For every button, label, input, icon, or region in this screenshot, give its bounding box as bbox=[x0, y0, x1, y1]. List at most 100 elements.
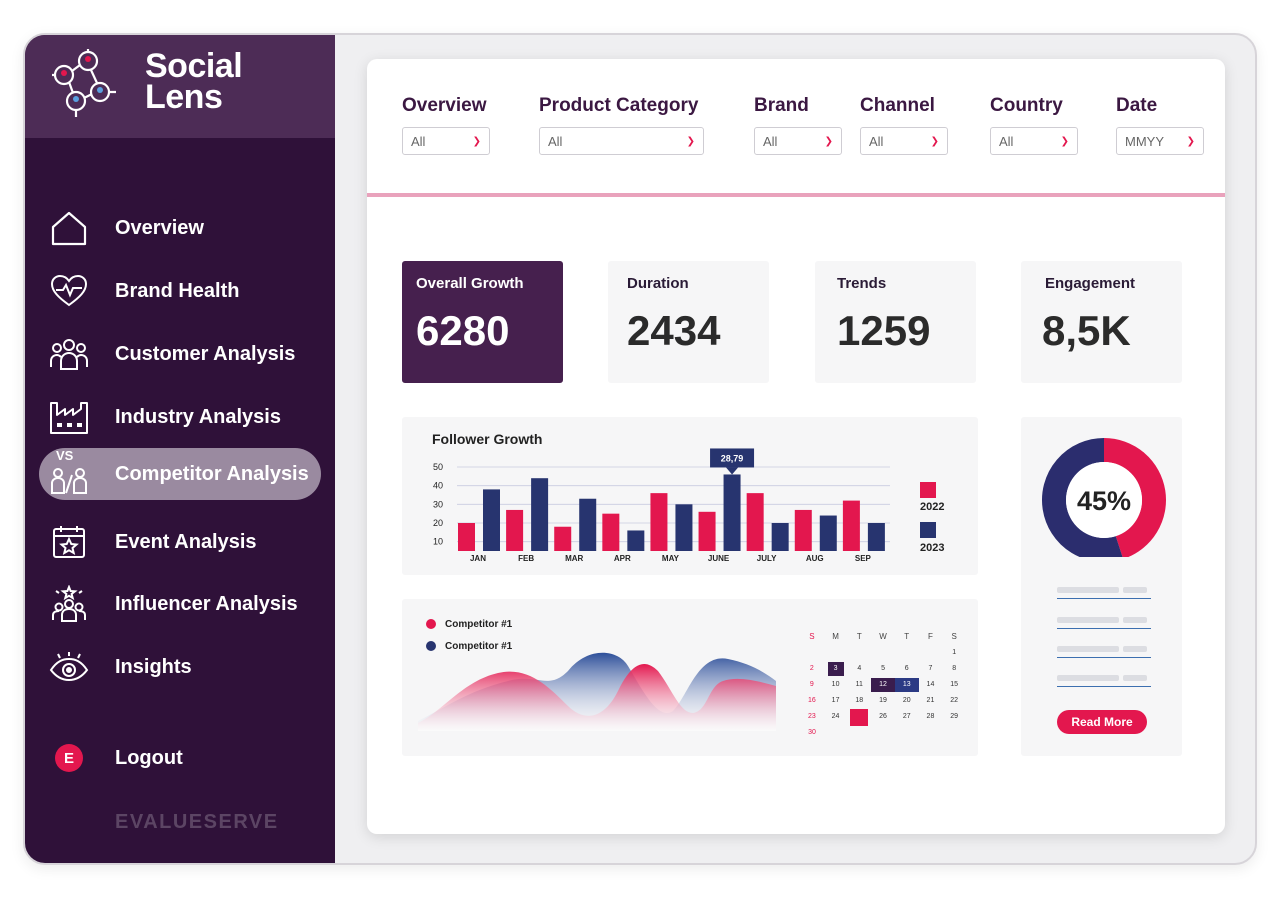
calendar-day[interactable]: 14 bbox=[926, 681, 935, 688]
filter-select[interactable]: All ❯ bbox=[539, 127, 704, 155]
chevron-down-icon: ❯ bbox=[930, 135, 939, 147]
bar-2023-aug bbox=[819, 515, 837, 551]
social-network-logo-icon bbox=[52, 49, 116, 117]
calendar-day[interactable] bbox=[895, 646, 919, 660]
kpi-trends[interactable]: Trends 1259 bbox=[815, 261, 976, 383]
calendar-day[interactable]: 22 bbox=[950, 697, 959, 704]
sidebar-item-industry-analysis[interactable]: Industry Analysis bbox=[39, 391, 321, 443]
x-tick-label: MAR bbox=[565, 554, 583, 563]
kpi-value: 2434 bbox=[627, 307, 721, 354]
filter-select[interactable]: MMYY ❯ bbox=[1116, 127, 1204, 155]
sidebar-item-brand-health[interactable]: Brand Health bbox=[39, 265, 321, 317]
sidebar: Social Lens Overview Brand Health Custom… bbox=[25, 35, 335, 863]
x-tick-label: FEB bbox=[518, 554, 534, 563]
filter-country: Country All ❯ bbox=[990, 95, 1078, 155]
filter-label: Channel bbox=[860, 95, 935, 116]
competitor-1-area bbox=[418, 663, 776, 731]
calendar-day[interactable]: 8 bbox=[952, 665, 957, 672]
calendar-day[interactable]: 5 bbox=[881, 665, 885, 672]
calendar-day[interactable]: 11 bbox=[855, 681, 863, 688]
kpi-value: 1259 bbox=[837, 307, 931, 354]
calendar-week: 1 bbox=[800, 645, 966, 661]
x-tick-label: JUNE bbox=[708, 554, 730, 563]
sidebar-item-label: Insights bbox=[115, 655, 192, 678]
calendar-header-row: S M T W T F S bbox=[800, 629, 966, 645]
calendar-day-highlight[interactable] bbox=[850, 708, 869, 726]
app-logo-text: Social Lens bbox=[145, 49, 243, 116]
filter-select[interactable]: All ❯ bbox=[860, 127, 948, 155]
calendar-day[interactable]: 20 bbox=[902, 697, 911, 704]
logout-button[interactable]: E Logout bbox=[39, 732, 321, 784]
calendar-week: 9 10 11 12 13 14 15 bbox=[800, 677, 966, 693]
filter-select[interactable]: All ❯ bbox=[754, 127, 842, 155]
legend-label-2023: 2023 bbox=[920, 542, 945, 554]
bar-2022-sep bbox=[842, 500, 860, 551]
calendar-day[interactable]: 30 bbox=[808, 729, 816, 736]
bar-2022-june bbox=[698, 511, 716, 551]
calendar-day-range-start[interactable]: 12 bbox=[871, 678, 895, 692]
sidebar-item-overview[interactable]: Overview bbox=[39, 202, 321, 254]
bar-2022-feb bbox=[506, 509, 524, 551]
bar-2022-mar bbox=[554, 526, 572, 551]
competitor-legend-dot-1 bbox=[426, 619, 436, 629]
calendar-day[interactable] bbox=[800, 646, 824, 660]
bar-2023-jan bbox=[483, 489, 500, 551]
calendar-day[interactable]: 21 bbox=[926, 697, 935, 704]
app-name-line2: Lens bbox=[145, 78, 223, 116]
sidebar-item-label: Overview bbox=[115, 216, 204, 239]
calendar-day-range-end[interactable]: 13 bbox=[894, 678, 919, 692]
home-icon bbox=[49, 208, 89, 248]
calendar-day[interactable] bbox=[824, 646, 848, 660]
calendar-day[interactable]: 26 bbox=[879, 713, 887, 720]
calendar-day[interactable]: 29 bbox=[950, 713, 959, 720]
follower-growth-panel: Follower Growth 10 20 30 40 50 JAN FEB MAR APR MA… bbox=[402, 417, 978, 575]
calendar-day[interactable]: 1 bbox=[952, 649, 957, 656]
sidebar-item-customer-analysis[interactable]: Customer Analysis bbox=[39, 328, 321, 380]
bar-2022-jan bbox=[458, 523, 475, 551]
calendar-day[interactable] bbox=[847, 646, 871, 660]
calendar-day[interactable]: 23 bbox=[807, 713, 816, 720]
logout-badge: E bbox=[55, 744, 83, 772]
y-tick-label: 30 bbox=[433, 499, 443, 509]
calendar-day[interactable] bbox=[871, 646, 895, 660]
calendar-day[interactable]: 2 bbox=[809, 665, 814, 672]
calendar-day[interactable]: 24 bbox=[831, 713, 840, 720]
read-more-button[interactable]: Read More bbox=[1057, 710, 1147, 734]
versus-label: VS bbox=[56, 448, 74, 463]
calendar-day[interactable]: 18 bbox=[855, 697, 864, 704]
filter-brand: Brand All ❯ bbox=[754, 95, 842, 155]
x-tick-label: APR bbox=[614, 554, 631, 563]
kpi-duration[interactable]: Duration 2434 bbox=[608, 261, 769, 383]
filter-select[interactable]: All ❯ bbox=[402, 127, 490, 155]
calendar-day[interactable]: 10 bbox=[831, 681, 840, 688]
dashboard-card: Overview All ❯ Product Category All ❯ Bran… bbox=[367, 59, 1225, 834]
bar-2023-sep bbox=[867, 523, 885, 551]
sidebar-item-competitor-analysis[interactable]: VS Competitor Analysis bbox=[39, 448, 321, 500]
calendar-day[interactable]: 17 bbox=[831, 697, 840, 704]
calendar-day[interactable]: 6 bbox=[904, 665, 909, 672]
calendar-day[interactable]: 27 bbox=[902, 713, 911, 720]
callout-box bbox=[710, 448, 755, 468]
filter-select[interactable]: All ❯ bbox=[990, 127, 1078, 155]
kpi-title: Trends bbox=[837, 275, 887, 292]
sidebar-item-influencer-analysis[interactable]: Influencer Analysis bbox=[39, 578, 321, 630]
calendar-day-selected[interactable]: 3 bbox=[827, 662, 844, 676]
sidebar-item-event-analysis[interactable]: Event Analysis bbox=[39, 516, 321, 568]
calendar-day[interactable] bbox=[919, 646, 943, 660]
calendar-day[interactable]: 9 bbox=[809, 681, 814, 688]
kpi-engagement[interactable]: Engagement 8,5K bbox=[1021, 261, 1182, 383]
competitor-panel: Competitor #1 Competitor #1 S M T W T bbox=[402, 599, 978, 756]
calendar-star-icon bbox=[49, 522, 89, 562]
calendar-weekday: S bbox=[951, 632, 957, 641]
calendar-day[interactable]: 28 bbox=[926, 713, 935, 720]
calendar-day[interactable]: 16 bbox=[807, 697, 816, 704]
donut-center-label: 45% bbox=[1077, 486, 1131, 516]
kpi-overall-growth[interactable]: Overall Growth 6280 bbox=[402, 261, 563, 383]
calendar-day[interactable]: 4 bbox=[857, 665, 862, 672]
calendar-day[interactable]: 7 bbox=[928, 665, 933, 672]
calendar-day[interactable]: 15 bbox=[950, 681, 959, 688]
users-icon bbox=[49, 334, 89, 374]
sidebar-item-insights[interactable]: Insights bbox=[39, 641, 321, 693]
y-tick-label: 20 bbox=[433, 518, 443, 528]
calendar-day[interactable]: 19 bbox=[879, 697, 887, 704]
